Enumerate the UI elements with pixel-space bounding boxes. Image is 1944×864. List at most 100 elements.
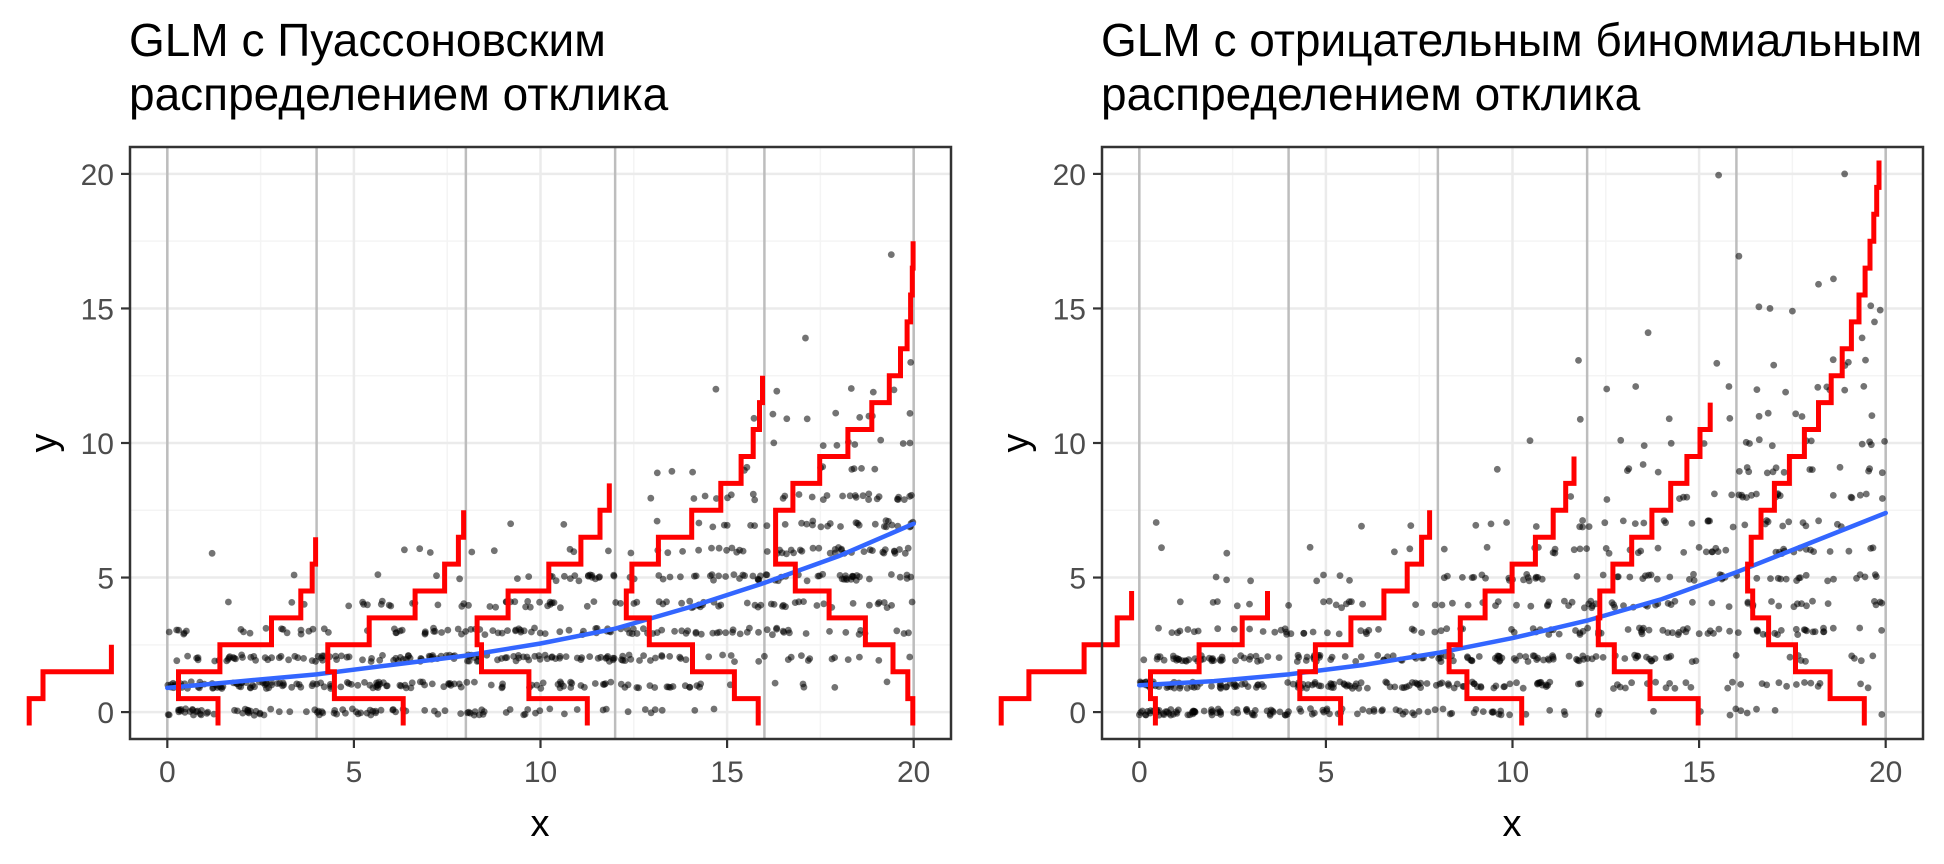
data-point (1725, 383, 1733, 390)
data-point (1544, 655, 1552, 663)
data-point (360, 600, 367, 608)
data-point (846, 492, 854, 500)
data-point (1450, 684, 1458, 692)
data-point (906, 653, 914, 661)
data-point (1603, 385, 1611, 393)
data-point (431, 627, 439, 635)
data-point (605, 547, 612, 555)
data-point (1216, 683, 1224, 691)
data-point (285, 656, 292, 664)
data-point (466, 709, 474, 717)
data-point (908, 598, 916, 606)
x-tick-label: 0 (1131, 756, 1148, 789)
data-point (550, 599, 558, 606)
data-point (1532, 573, 1540, 581)
data-point (192, 708, 200, 715)
data-point (900, 630, 908, 637)
data-point (590, 598, 598, 605)
data-point (713, 495, 720, 502)
data-point (1689, 598, 1696, 606)
data-point (457, 710, 465, 717)
data-point (1545, 598, 1553, 606)
data-point (866, 601, 873, 609)
data-point (308, 682, 316, 690)
data-point (800, 683, 808, 691)
data-point (431, 707, 438, 715)
data-point (1574, 656, 1582, 664)
data-point (1881, 438, 1888, 445)
data-point (869, 547, 876, 554)
data-point (404, 652, 412, 659)
data-point (1160, 711, 1168, 719)
data-point (710, 705, 718, 713)
data-point (1341, 653, 1349, 660)
data-point (440, 683, 448, 691)
data-point (286, 708, 294, 716)
data-point (1715, 625, 1723, 633)
data-point (303, 708, 310, 716)
data-point (1386, 683, 1394, 691)
data-point (426, 549, 434, 556)
data-point (1506, 680, 1514, 688)
data-point (247, 684, 254, 692)
data-point (770, 601, 778, 608)
data-point (552, 577, 560, 585)
density-step-profile (325, 510, 467, 726)
data-point (1611, 604, 1619, 611)
data-point (1217, 709, 1224, 716)
data-point (1335, 630, 1343, 638)
data-point (345, 680, 353, 687)
data-point (180, 629, 188, 637)
data-point (433, 572, 440, 580)
data-point (1352, 658, 1360, 665)
data-point (678, 599, 685, 607)
density-step-profile (1595, 402, 1713, 726)
data-point (1332, 601, 1340, 609)
data-point (750, 414, 758, 422)
data-point (1300, 629, 1308, 637)
data-point (1470, 680, 1478, 688)
data-point (1223, 549, 1231, 557)
data-point (1725, 603, 1733, 610)
data-point (1755, 436, 1763, 444)
data-point (1444, 680, 1452, 688)
data-point (1632, 383, 1640, 390)
data-point (802, 630, 810, 637)
data-point (1631, 520, 1639, 527)
plot-area-negative-binomial: 0 5 10 15 20 0 5 10 15 20 (998, 145, 1925, 789)
data-point (1807, 679, 1815, 687)
data-point (468, 548, 476, 556)
data-point (640, 625, 647, 633)
data-point (1512, 656, 1520, 664)
data-point (850, 465, 858, 472)
data-point (624, 708, 632, 716)
data-point (263, 685, 270, 692)
data-point (1320, 571, 1327, 579)
data-point (806, 655, 814, 662)
data-point (562, 653, 570, 660)
y-tick-label: 10 (1053, 428, 1086, 461)
data-point (1771, 707, 1779, 714)
data-point (630, 600, 638, 607)
data-point (1516, 652, 1524, 660)
data-point (267, 705, 275, 713)
panel-title-line-2: распределением отклика (129, 68, 669, 120)
data-point (1212, 573, 1220, 581)
data-point (636, 657, 643, 664)
data-point (1374, 652, 1382, 659)
data-point (906, 410, 914, 417)
data-point (467, 626, 475, 633)
data-point (561, 710, 568, 718)
data-point (808, 493, 816, 501)
data-point (647, 709, 655, 717)
data-point (1407, 522, 1415, 529)
data-point (1766, 305, 1774, 312)
data-point (494, 629, 502, 637)
data-point (1264, 653, 1272, 660)
data-point (779, 495, 787, 502)
data-point (819, 570, 827, 578)
data-point (1326, 710, 1333, 718)
data-point (290, 571, 298, 579)
data-point (619, 652, 627, 660)
